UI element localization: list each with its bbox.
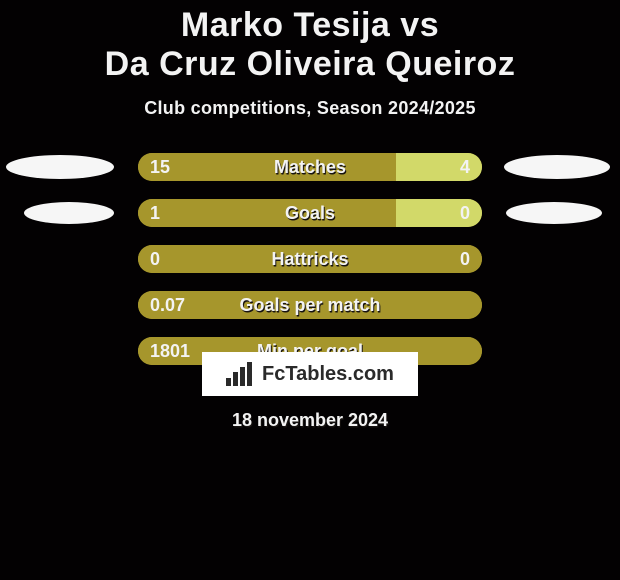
stat-left-value: 0.07 [150,291,185,319]
player1-avatar [24,202,114,224]
player1-avatar [6,155,114,179]
stat-left-text: 15 [150,153,170,181]
stat-bar: 0.07 Goals per match [138,291,482,319]
stat-left-value: 1801 [150,337,190,365]
stat-left-text: 1 [150,199,160,227]
stat-right-value: 0 [460,199,470,227]
logo-bars-icon [226,362,256,386]
player1-name: Marko Tesija [181,6,390,45]
date-text: 18 november 2024 [232,410,388,431]
stat-label: Goals per match [239,291,380,319]
player2-avatar [506,202,602,224]
stat-left-text: 0.07 [150,291,185,319]
stat-bar: 0 0 Hattricks [138,245,482,273]
bar-left-fill [138,199,396,227]
stat-bar: 15 4 Matches [138,153,482,181]
stat-rows: 15 4 Matches 1 0 Goals 0 0 Hattricks 0.07 Goals pe… [0,153,620,365]
stat-right-value: 0 [460,245,470,273]
stat-bar: 1 0 Goals [138,199,482,227]
subtitle-text: Club competitions, Season 2024/2025 [144,98,476,119]
stat-left-value: 0 [150,245,160,273]
stat-left-text: 1801 [150,337,190,365]
date-label: 18 november 2024 [232,410,388,431]
player2-name: Da Cruz Oliveira Queiroz [105,45,516,84]
stat-label-text: Matches [274,153,346,181]
stat-left-text: 0 [150,245,160,273]
stat-right-text: 0 [460,245,470,273]
stat-right-value: 4 [460,153,470,181]
bar-left-fill [138,153,396,181]
logo-text: FcTables.com [262,363,394,386]
page-title: Marko Tesija vs Da Cruz Oliveira Queiroz [0,0,620,84]
comparison-infographic: Marko Tesija vs Da Cruz Oliveira Queiroz… [0,0,620,580]
fctables-logo: FcTables.com [202,352,418,396]
stat-left-value: 15 [150,153,170,181]
vs-label: vs [400,6,439,45]
stat-label-text: Hattricks [271,245,348,273]
stat-left-value: 1 [150,199,160,227]
stat-row: 0 0 Hattricks [0,245,620,273]
stat-label: Goals [285,199,335,227]
stat-right-text: 4 [460,153,470,181]
stat-label-text: Goals per match [239,291,380,319]
subtitle: Club competitions, Season 2024/2025 [0,98,620,119]
stat-row: 0.07 Goals per match [0,291,620,319]
stat-row: 15 4 Matches [0,153,620,181]
stat-right-text: 0 [460,199,470,227]
stat-label-text: Goals [285,199,335,227]
stat-label: Hattricks [271,245,348,273]
player2-avatar [504,155,610,179]
stat-row: 1 0 Goals [0,199,620,227]
stat-label: Matches [274,153,346,181]
